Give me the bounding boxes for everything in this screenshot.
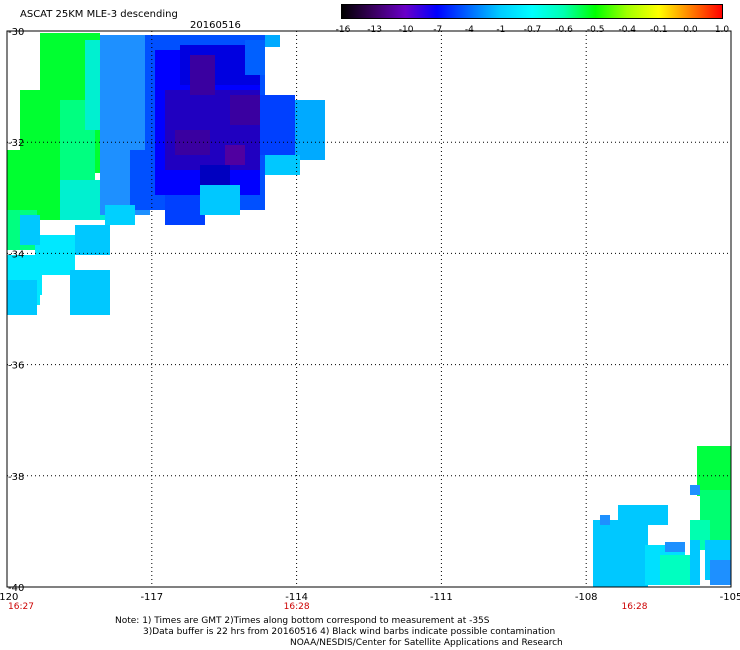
color-scale-label: -16 (335, 25, 351, 35)
color-scale-label: -0.5 (586, 25, 605, 35)
swath-cell (295, 100, 325, 160)
color-scale-bar (341, 4, 723, 19)
time-label: 16:27 (8, 602, 34, 612)
latitude-tick-label: -32 (8, 138, 24, 149)
longitude-tick-label: -117 (140, 592, 163, 603)
time-label: 16:28 (284, 602, 310, 612)
swath-cell (190, 55, 215, 95)
longitude-tick-label: -108 (575, 592, 598, 603)
longitude-tick-label: -111 (430, 592, 453, 603)
note-line-1: Note: 1) Times are GMT 2)Times along bot… (115, 616, 490, 626)
color-scale-label: -13 (367, 25, 382, 35)
color-scale-label: -0.1 (650, 25, 668, 35)
swath-cell (75, 225, 110, 255)
swath-cell (710, 560, 731, 585)
color-scale-label: 0.0 (683, 25, 698, 35)
color-scale-label: -0.6 (555, 25, 573, 35)
swath-cell (60, 180, 105, 220)
swath-cell (200, 185, 240, 215)
latitude-tick-label: -30 (8, 27, 24, 38)
latitude-tick-label: -40 (8, 583, 24, 594)
color-scale-label: -4 (464, 25, 474, 35)
map-date: 20160516 (190, 20, 241, 31)
color-scale-label: -7 (433, 25, 443, 35)
latitude-tick-label: -36 (8, 361, 24, 372)
color-scale-label: -0.4 (618, 25, 637, 35)
longitude-tick-label: -120 (0, 592, 18, 603)
longitude-tick-label: -114 (285, 592, 308, 603)
swath-cell (20, 215, 40, 245)
color-scale-label: -0.7 (523, 25, 542, 35)
swath-cell (7, 150, 67, 220)
swath-cell (260, 95, 295, 155)
note-line-3: NOAA/NESDIS/Center for Satellite Applica… (290, 638, 563, 648)
no-data-area (280, 33, 370, 93)
color-scale-labels: -16 -13 -10 -7 -4 -1 -0.7 -0.6 -0.5 -0.4 -0.1 0.0 1.… (0, 25, 740, 37)
swath-cell (230, 95, 260, 125)
note-line-2: 3)Data buffer is 22 hrs from 20160516 4)… (143, 627, 556, 637)
color-scale-label: -1 (496, 25, 506, 35)
time-label: 16:28 (621, 602, 647, 612)
swath-cell (600, 515, 610, 525)
no-data-area (40, 295, 70, 325)
swath-cell (665, 542, 685, 552)
color-scale-label: -10 (398, 25, 414, 35)
swath-cell (690, 540, 700, 585)
latitude-tick-label: -38 (8, 472, 24, 483)
swath-cell (125, 35, 145, 60)
swath-cell (697, 446, 731, 496)
swath-cell (175, 130, 210, 155)
swath-cell (105, 205, 135, 225)
swath-cell (265, 155, 300, 175)
swath-cell (7, 280, 37, 315)
map-frame (6, 30, 732, 588)
swath-cell (245, 40, 265, 75)
latitude-tick-label: -34 (8, 249, 24, 260)
swath-cell (225, 145, 245, 165)
swath-cell (618, 505, 668, 525)
swath-cell (165, 195, 205, 225)
swath-cell (690, 485, 700, 495)
swath-cell (70, 270, 110, 315)
map-title: ASCAT 25KM MLE-3 descending (20, 9, 178, 20)
swath-cell (593, 520, 648, 587)
longitude-tick-label: -105 (720, 592, 740, 603)
color-scale-label: 1.0 (714, 25, 730, 35)
